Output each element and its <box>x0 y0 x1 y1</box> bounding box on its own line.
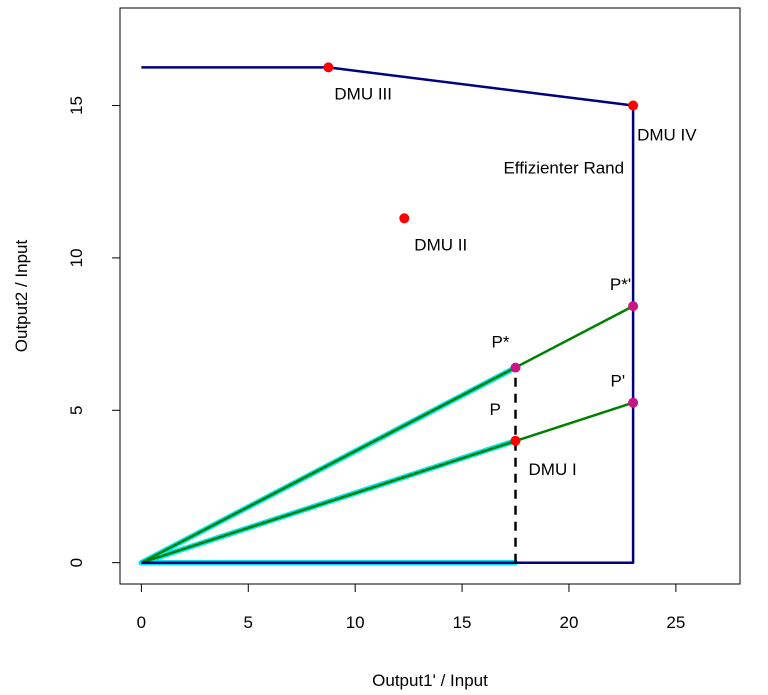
dmu-label: DMU II <box>414 235 467 254</box>
projection-point <box>510 362 521 373</box>
point-labels: DMU I DMU II DMU III DMU IV P* P*' P' P <box>334 84 697 478</box>
y-tick-label: 10 <box>67 248 86 267</box>
y-tick-label: 5 <box>67 406 86 415</box>
projection-label: P*' <box>610 275 631 294</box>
dmu-point <box>510 435 521 446</box>
dmu-label: DMU IV <box>637 126 697 145</box>
ray-line-1 <box>140 304 634 564</box>
y-tick-label: 0 <box>67 558 86 567</box>
y-axis: 0 5 10 15 <box>67 96 121 567</box>
x-tick-label: 10 <box>346 613 365 632</box>
projection-point <box>628 397 639 408</box>
y-tick-label: 15 <box>67 96 86 115</box>
dmu-point <box>399 213 410 224</box>
x-axis-title: Output1' / Input <box>372 671 488 690</box>
x-axis: 0 5 10 15 20 25 <box>137 583 685 632</box>
plot-frame <box>119 7 741 585</box>
efficient-frontier <box>141 66 635 564</box>
projection-label: P* <box>492 333 510 352</box>
x-tick-label: 0 <box>137 613 146 632</box>
projection-label: P' <box>611 372 626 391</box>
x-tick-label: 20 <box>560 613 579 632</box>
x-tick-label: 25 <box>666 613 685 632</box>
y-axis-title: Output2 / Input <box>12 239 31 352</box>
dmu-label: DMU III <box>334 84 392 103</box>
dmu-point <box>628 100 639 111</box>
rays <box>140 304 634 564</box>
data-points <box>323 62 639 446</box>
projection-point <box>628 301 639 312</box>
x-tick-label: 5 <box>244 613 253 632</box>
point-p-label: P <box>490 400 501 419</box>
frontier-label: Effizienter Rand <box>503 159 624 178</box>
frontier-line <box>141 66 635 564</box>
dmu-label: DMU I <box>529 460 577 479</box>
dmu-point <box>323 62 334 73</box>
x-tick-label: 15 <box>453 613 472 632</box>
ray-line-2 <box>141 401 634 564</box>
